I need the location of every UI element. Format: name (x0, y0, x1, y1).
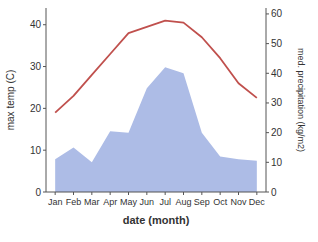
y-tick-label: 40 (30, 19, 42, 30)
x-tick (238, 192, 239, 195)
y2-axis-line (266, 8, 267, 192)
precipitation-area (55, 67, 257, 192)
y2-tick-label: 60 (271, 8, 283, 19)
x-tick (201, 192, 202, 195)
y-tick (43, 192, 46, 193)
x-tick (110, 192, 111, 195)
y2-tick-label: 40 (271, 68, 283, 79)
y2-tick (266, 102, 269, 103)
y-axis-line (46, 8, 47, 192)
y-tick-label: 10 (30, 145, 42, 156)
y2-tick (266, 73, 269, 74)
y2-tick-label: 50 (271, 38, 283, 49)
temperature-line (55, 21, 257, 113)
chart: 0 10 20 30 40 0 10 20 30 40 50 60 JanFebMarAprMayJun… (0, 0, 318, 242)
x-axis-label: date (month) (123, 214, 190, 226)
x-tick-label: Oct (213, 197, 228, 207)
x-tick-label: Jul (159, 197, 171, 207)
y2-tick (266, 13, 269, 14)
x-tick-label: Nov (230, 197, 247, 207)
x-tick-label: Dec (249, 197, 266, 207)
x-tick (183, 192, 184, 195)
x-tick (146, 192, 147, 195)
y2-tick-label: 30 (271, 97, 283, 108)
x-tick (73, 192, 74, 195)
x-axis-line (46, 192, 266, 193)
x-tick (128, 192, 129, 195)
x-tick (165, 192, 166, 195)
y-tick (43, 66, 46, 67)
y2-tick-label: 0 (271, 187, 277, 198)
x-tick-label: Mar (84, 197, 100, 207)
x-tick (220, 192, 221, 195)
y-tick-label: 20 (30, 103, 42, 114)
y-axis-label: max temp (C) (5, 70, 16, 131)
x-tick (256, 192, 257, 195)
y-tick-label: 30 (30, 61, 42, 72)
y2-axis-label: med. precipitation (kg/m2) (296, 48, 306, 152)
y2-tick-label: 20 (271, 127, 283, 138)
x-tick-label: Apr (103, 197, 117, 207)
x-tick (91, 192, 92, 195)
y-tick (43, 108, 46, 109)
y2-tick (266, 192, 269, 193)
y2-tick (266, 162, 269, 163)
y2-tick (266, 132, 269, 133)
x-tick-label: Jun (140, 197, 155, 207)
x-tick-label: Aug (175, 197, 191, 207)
y2-tick-label: 10 (271, 157, 283, 168)
x-tick-label: Jan (48, 197, 63, 207)
y-tick-label: 0 (35, 187, 41, 198)
x-tick-label: Sep (194, 197, 210, 207)
y2-tick (266, 43, 269, 44)
plot-area (55, 21, 257, 192)
x-tick-label: May (120, 197, 138, 207)
y-tick (43, 150, 46, 151)
x-tick (55, 192, 56, 195)
x-tick-label: Feb (66, 197, 82, 207)
y-tick (43, 24, 46, 25)
